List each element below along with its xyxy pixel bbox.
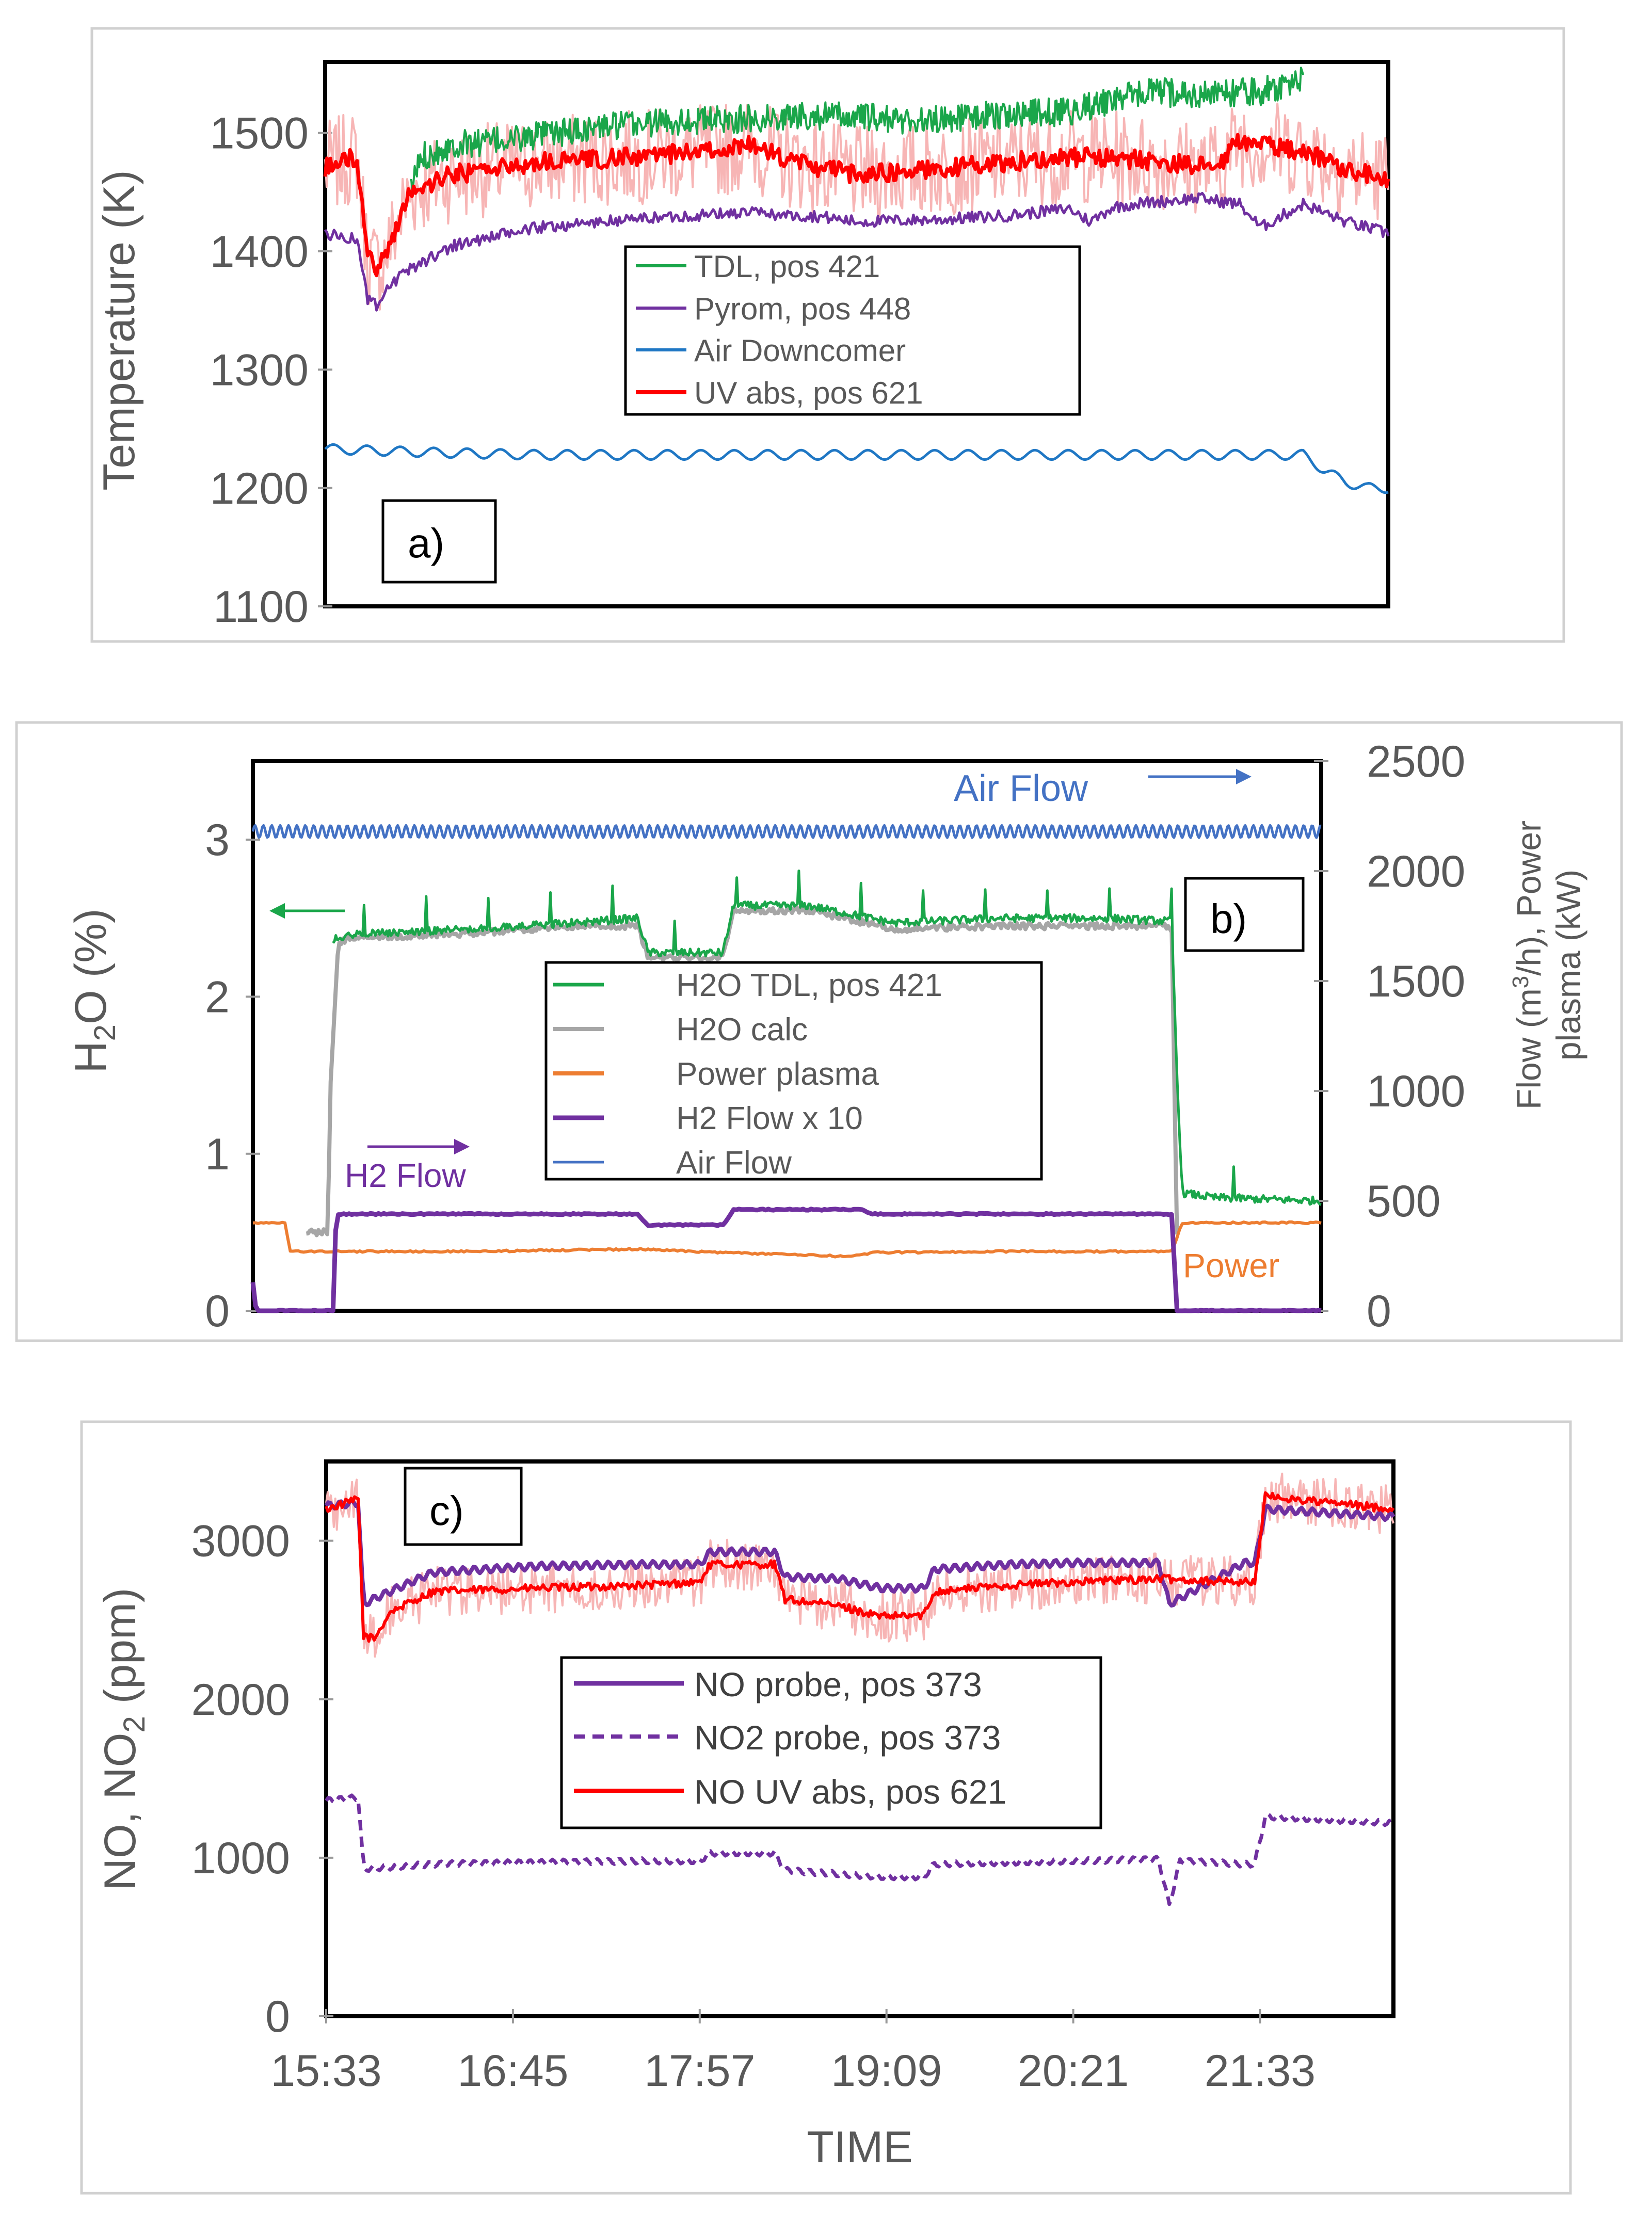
svg-text:c): c) xyxy=(429,1488,464,1534)
panel-c-label: c) xyxy=(404,1467,523,1546)
panel-c-x-tick-label-5: 21:33 xyxy=(1205,2046,1316,2096)
series-tdl xyxy=(410,67,1305,195)
panel-c-x-tick-label-2: 17:57 xyxy=(644,2046,755,2096)
panel-c: NO, NO2 (ppm) TIME 0 1000 2000 3000 15:33 16:… xyxy=(80,1420,1572,2195)
legend-label-air-flow: Air Flow xyxy=(676,1145,792,1181)
panel-b-y-tick-label-1: 1 xyxy=(205,1130,230,1179)
panel-b-y-tick-label-2: 2 xyxy=(205,973,230,1022)
panel-a-label: a) xyxy=(381,499,497,584)
panel-c-series xyxy=(324,1472,1396,1906)
panel-b-ylabel: H2O (%) xyxy=(66,909,122,1073)
legend-label-no-probe: NO probe, pos 373 xyxy=(694,1665,982,1703)
legend-label-no-uv: NO UV abs, pos 621 xyxy=(694,1773,1006,1811)
legend-label-no2-probe: NO2 probe, pos 373 xyxy=(694,1718,1001,1757)
legend-label-power: Power plasma xyxy=(676,1056,879,1092)
panel-c-xlabel: TIME xyxy=(807,2123,912,2172)
panel-c-ylabel: NO, NO2 (ppm) xyxy=(95,1588,151,1891)
legend-label-h2o-calc: H2O calc xyxy=(676,1012,808,1048)
annotation-h2-flow: H2 Flow xyxy=(345,1157,467,1194)
panel-c-x-tick-label-0: 15:33 xyxy=(270,2046,381,2096)
panel-a-y-tick-label-3: 1400 xyxy=(210,227,309,277)
panel-c-x-tick-label-1: 16:45 xyxy=(457,2046,568,2096)
panel-b-y2-tick-label-2: 1000 xyxy=(1367,1067,1465,1116)
panel-b-y-tick-label-0: 0 xyxy=(205,1287,230,1336)
annotation-h2o-arrow xyxy=(269,903,345,919)
panel-c-y-tick-label-3: 3000 xyxy=(191,1517,290,1566)
panel-a-ylabel: Temperature (K) xyxy=(94,170,144,490)
legend-label-air: Air Downcomer xyxy=(694,333,906,368)
series-air-flow xyxy=(251,824,1322,839)
series-uv-raw xyxy=(324,102,1389,311)
series-uv xyxy=(323,133,1390,278)
panel-a-legend: TDL, pos 421 Pyrom, pos 448 Air Downcome… xyxy=(624,245,1081,416)
svg-text:a): a) xyxy=(408,520,444,566)
panel-b-y2label-line2: plasma (kW) xyxy=(1549,870,1587,1060)
panel-c-x-tick-label-4: 20:21 xyxy=(1018,2046,1129,2096)
panel-a-y-tick-label-0: 1100 xyxy=(213,582,309,632)
series-no-uv xyxy=(325,1491,1395,1643)
panel-b-y2-tick-label-3: 1500 xyxy=(1367,957,1465,1006)
panel-a-y-tick-label-4: 1500 xyxy=(210,109,309,158)
panel-a-y-tick-label-1: 1200 xyxy=(210,464,309,513)
panel-c-legend: NO probe, pos 373 NO2 probe, pos 373 NO … xyxy=(560,1656,1102,1829)
panel-c-y-tick-label-0: 0 xyxy=(265,1992,290,2042)
svg-text:b): b) xyxy=(1210,896,1247,942)
panel-c-y-tick-label-2: 2000 xyxy=(191,1675,290,1725)
series-h2o-tdl xyxy=(332,870,1322,1206)
panel-b-label: b) xyxy=(1184,877,1305,952)
legend-label-h2-flow: H2 Flow x 10 xyxy=(676,1101,863,1136)
panel-b-y2-tick-label-0: 0 xyxy=(1367,1287,1391,1336)
legend-label-pyrom: Pyrom, pos 448 xyxy=(694,292,911,326)
series-no2-probe xyxy=(325,1793,1395,1906)
panel-b-legend: H2O TDL, pos 421 H2O calc Power plasma H… xyxy=(544,961,1043,1181)
panel-b-series xyxy=(250,824,1322,1313)
annotation-air-flow-arrow xyxy=(1148,769,1252,784)
series-pyrom xyxy=(324,191,1390,312)
panel-b-y-tick-label-3: 3 xyxy=(205,815,230,865)
series-h2o-calc xyxy=(306,906,1179,1237)
annotation-h2-flow-arrow xyxy=(367,1139,470,1154)
panel-b-y2-tick-label-4: 2000 xyxy=(1367,847,1465,896)
series-h2-flow xyxy=(250,1207,1322,1313)
panel-b: H2O (%) Flow (m3/h), Power plasma (kW) 0… xyxy=(15,721,1623,1342)
panel-b-y2-tick-label-5: 2500 xyxy=(1367,737,1465,786)
annotation-air-flow: Air Flow xyxy=(954,768,1088,809)
panel-a-y-tick-label-2: 1300 xyxy=(210,345,309,395)
legend-label-h2o-tdl: H2O TDL, pos 421 xyxy=(676,968,942,1003)
panel-a-series xyxy=(323,67,1390,494)
panel-a: Temperature (K) 1100 1200 1300 1400 1500 TDL… xyxy=(90,27,1565,643)
series-power-plasma xyxy=(252,1220,1322,1259)
panel-c-x-tick-label-3: 19:09 xyxy=(831,2046,942,2096)
legend-label-uv: UV abs, pos 621 xyxy=(694,376,923,410)
annotation-power: Power xyxy=(1183,1246,1279,1284)
panel-b-y2label-line1: Flow (m3/h), Power xyxy=(1508,821,1548,1110)
legend-label-tdl: TDL, pos 421 xyxy=(694,249,880,284)
panel-c-y-tick-label-1: 1000 xyxy=(191,1834,290,1883)
panel-b-y2-tick-label-1: 500 xyxy=(1367,1177,1441,1226)
series-air-downcomer xyxy=(324,443,1389,494)
